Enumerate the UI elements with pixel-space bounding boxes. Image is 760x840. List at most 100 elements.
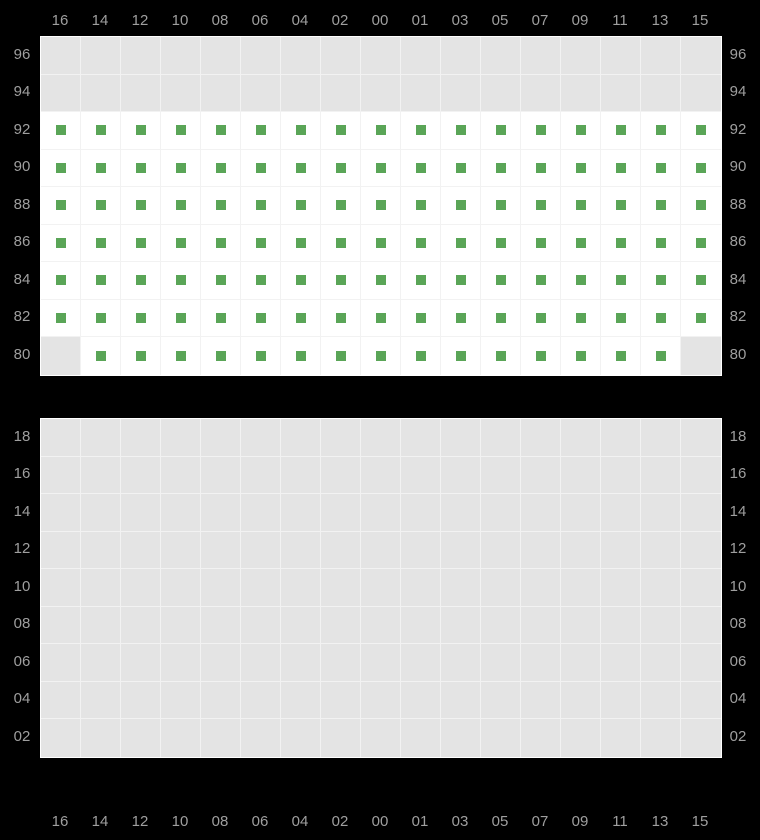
slot-cell[interactable] xyxy=(441,607,481,645)
slot-cell[interactable] xyxy=(641,75,681,113)
slot-cell[interactable] xyxy=(321,494,361,532)
slot-cell[interactable] xyxy=(601,494,641,532)
slot-cell[interactable] xyxy=(121,225,161,263)
slot-cell[interactable] xyxy=(561,112,601,150)
slot-cell[interactable] xyxy=(241,337,281,375)
slot-cell[interactable] xyxy=(161,494,201,532)
slot-cell[interactable] xyxy=(281,187,321,225)
slot-cell[interactable] xyxy=(241,419,281,457)
slot-cell[interactable] xyxy=(41,569,81,607)
slot-cell[interactable] xyxy=(201,150,241,188)
slot-cell[interactable] xyxy=(561,337,601,375)
slot-cell[interactable] xyxy=(681,719,721,757)
slot-cell[interactable] xyxy=(641,150,681,188)
slot-cell[interactable] xyxy=(681,419,721,457)
slot-cell[interactable] xyxy=(41,187,81,225)
slot-cell[interactable] xyxy=(41,262,81,300)
slot-cell[interactable] xyxy=(321,719,361,757)
slot-cell[interactable] xyxy=(601,532,641,570)
slot-cell[interactable] xyxy=(681,494,721,532)
slot-cell[interactable] xyxy=(41,457,81,495)
slot-cell[interactable] xyxy=(321,532,361,570)
slot-cell[interactable] xyxy=(281,494,321,532)
slot-cell[interactable] xyxy=(561,719,601,757)
slot-cell[interactable] xyxy=(401,262,441,300)
slot-cell[interactable] xyxy=(361,337,401,375)
slot-cell[interactable] xyxy=(681,225,721,263)
slot-cell[interactable] xyxy=(81,457,121,495)
slot-cell[interactable] xyxy=(401,337,441,375)
slot-cell[interactable] xyxy=(161,75,201,113)
slot-cell[interactable] xyxy=(241,225,281,263)
slot-cell[interactable] xyxy=(361,532,401,570)
slot-cell[interactable] xyxy=(161,644,201,682)
slot-cell[interactable] xyxy=(401,644,441,682)
slot-cell[interactable] xyxy=(641,532,681,570)
slot-cell[interactable] xyxy=(401,719,441,757)
slot-cell[interactable] xyxy=(561,262,601,300)
slot-cell[interactable] xyxy=(161,187,201,225)
slot-cell[interactable] xyxy=(681,337,721,375)
slot-cell[interactable] xyxy=(361,37,401,75)
slot-cell[interactable] xyxy=(641,682,681,720)
slot-cell[interactable] xyxy=(281,112,321,150)
slot-cell[interactable] xyxy=(481,225,521,263)
slot-cell[interactable] xyxy=(321,457,361,495)
slot-cell[interactable] xyxy=(521,494,561,532)
slot-cell[interactable] xyxy=(401,569,441,607)
slot-cell[interactable] xyxy=(81,187,121,225)
slot-cell[interactable] xyxy=(521,112,561,150)
slot-cell[interactable] xyxy=(401,75,441,113)
slot-cell[interactable] xyxy=(41,682,81,720)
slot-cell[interactable] xyxy=(361,300,401,338)
slot-cell[interactable] xyxy=(201,457,241,495)
slot-cell[interactable] xyxy=(161,457,201,495)
slot-cell[interactable] xyxy=(161,112,201,150)
slot-cell[interactable] xyxy=(401,300,441,338)
slot-cell[interactable] xyxy=(401,187,441,225)
slot-cell[interactable] xyxy=(41,75,81,113)
slot-cell[interactable] xyxy=(521,532,561,570)
slot-cell[interactable] xyxy=(361,719,401,757)
slot-cell[interactable] xyxy=(441,644,481,682)
slot-cell[interactable] xyxy=(41,607,81,645)
slot-cell[interactable] xyxy=(281,419,321,457)
slot-cell[interactable] xyxy=(561,644,601,682)
slot-cell[interactable] xyxy=(441,187,481,225)
slot-cell[interactable] xyxy=(281,225,321,263)
slot-cell[interactable] xyxy=(681,644,721,682)
slot-cell[interactable] xyxy=(441,419,481,457)
slot-cell[interactable] xyxy=(201,75,241,113)
slot-cell[interactable] xyxy=(161,37,201,75)
slot-cell[interactable] xyxy=(561,187,601,225)
slot-cell[interactable] xyxy=(41,719,81,757)
slot-cell[interactable] xyxy=(121,644,161,682)
slot-cell[interactable] xyxy=(361,457,401,495)
slot-cell[interactable] xyxy=(81,337,121,375)
slot-cell[interactable] xyxy=(281,300,321,338)
slot-cell[interactable] xyxy=(641,719,681,757)
slot-cell[interactable] xyxy=(41,419,81,457)
slot-cell[interactable] xyxy=(121,682,161,720)
slot-cell[interactable] xyxy=(241,187,281,225)
slot-cell[interactable] xyxy=(601,37,641,75)
slot-cell[interactable] xyxy=(441,569,481,607)
slot-cell[interactable] xyxy=(681,37,721,75)
slot-cell[interactable] xyxy=(401,112,441,150)
slot-cell[interactable] xyxy=(121,187,161,225)
slot-cell[interactable] xyxy=(441,457,481,495)
slot-cell[interactable] xyxy=(201,300,241,338)
slot-cell[interactable] xyxy=(521,644,561,682)
slot-cell[interactable] xyxy=(201,719,241,757)
slot-cell[interactable] xyxy=(521,337,561,375)
slot-cell[interactable] xyxy=(681,75,721,113)
slot-cell[interactable] xyxy=(81,300,121,338)
slot-cell[interactable] xyxy=(481,457,521,495)
slot-cell[interactable] xyxy=(681,150,721,188)
slot-cell[interactable] xyxy=(401,419,441,457)
slot-cell[interactable] xyxy=(201,187,241,225)
slot-cell[interactable] xyxy=(681,300,721,338)
slot-cell[interactable] xyxy=(361,150,401,188)
slot-cell[interactable] xyxy=(281,457,321,495)
slot-cell[interactable] xyxy=(481,112,521,150)
